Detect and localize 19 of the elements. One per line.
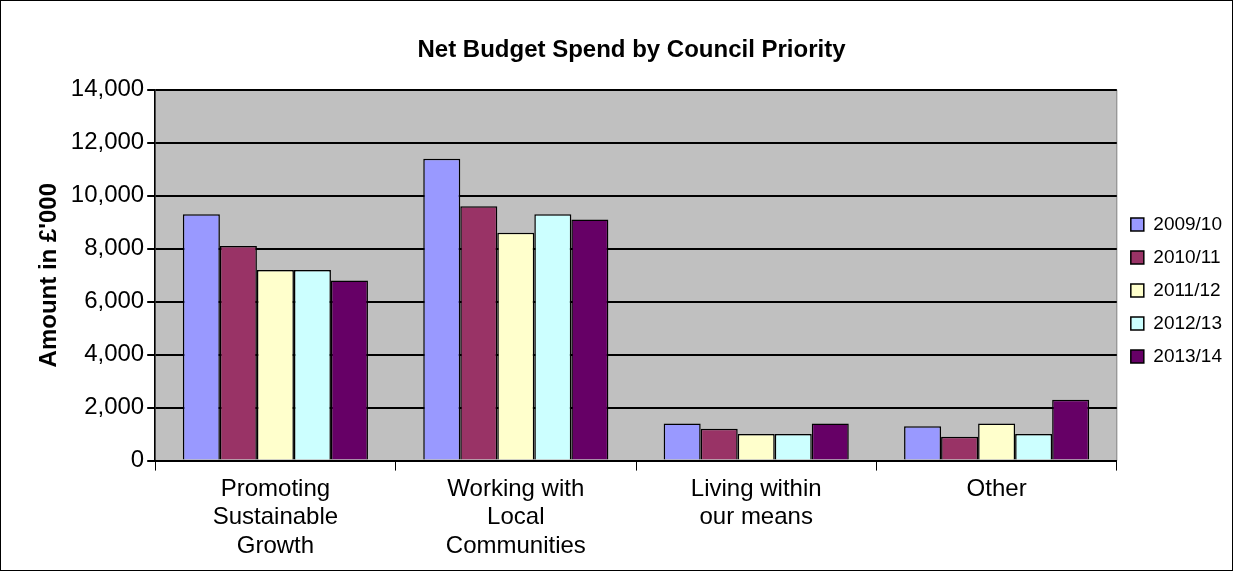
legend-label: 2010/11	[1153, 245, 1221, 267]
y-tick-label: 8,000	[84, 233, 145, 261]
y-tick-label: 0	[130, 445, 145, 473]
y-tick-label: 4,000	[84, 339, 145, 367]
chart-title: Net Budget Spend by Council Priority	[417, 35, 847, 63]
y-tick-label: 12,000	[70, 127, 145, 155]
x-tick-label: Other	[966, 473, 1027, 501]
legend-label: 2013/14	[1153, 344, 1223, 366]
legend-label: 2009/10	[1153, 212, 1223, 234]
y-axis-title: Amount in £'000	[34, 183, 62, 368]
legend-label: 2011/12	[1153, 278, 1221, 300]
x-tick-label: Living within our means	[690, 473, 822, 530]
y-tick-label: 6,000	[84, 286, 145, 314]
legend-label: 2012/13	[1153, 311, 1223, 333]
x-tick-label: Working with Local Communities	[445, 473, 586, 559]
y-tick-label: 2,000	[84, 392, 145, 420]
y-tick-label: 10,000	[70, 180, 145, 208]
y-tick-label: 14,000	[70, 74, 145, 102]
x-tick-label: Promoting Sustainable Growth	[212, 473, 339, 559]
